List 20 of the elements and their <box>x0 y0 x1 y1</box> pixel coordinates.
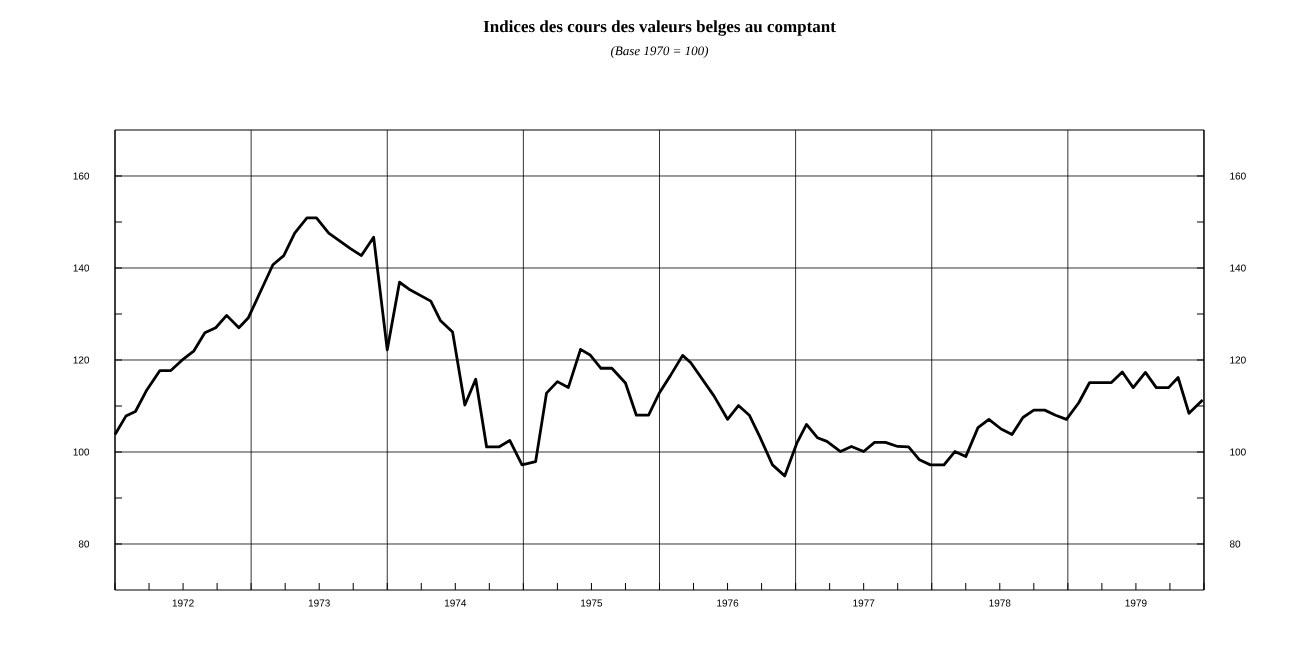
y2-tick-label: 80 <box>1229 540 1241 548</box>
x-tick-label: 1978 <box>989 599 1011 607</box>
x-tick-label: 1977 <box>853 599 875 607</box>
y-tick-label: 160 <box>73 172 90 180</box>
y-tick-label: 140 <box>73 264 90 272</box>
y2-tick-label: 120 <box>1230 356 1246 364</box>
x-tick-label: 1976 <box>717 599 739 607</box>
x-tick-label: 1979 <box>1125 599 1147 607</box>
y2-tick-label: 100 <box>1230 448 1246 456</box>
y2-tick-label: 160 <box>1230 172 1246 180</box>
x-tick-label: 1974 <box>444 599 467 607</box>
y2-tick-label: 140 <box>1230 264 1246 272</box>
y-tick-label: 100 <box>73 448 90 456</box>
chart-title: Indices des cours des valeurs belges au comptant <box>483 20 836 36</box>
x-tick-label: 1973 <box>308 599 330 607</box>
chart-subtitle: (Base 1970 = 100) <box>610 46 709 58</box>
y-tick-label: 120 <box>73 356 90 364</box>
x-tick-label: 1975 <box>581 599 603 607</box>
x-tick-label: 1972 <box>172 599 194 607</box>
y-tick-label: 80 <box>78 540 90 548</box>
